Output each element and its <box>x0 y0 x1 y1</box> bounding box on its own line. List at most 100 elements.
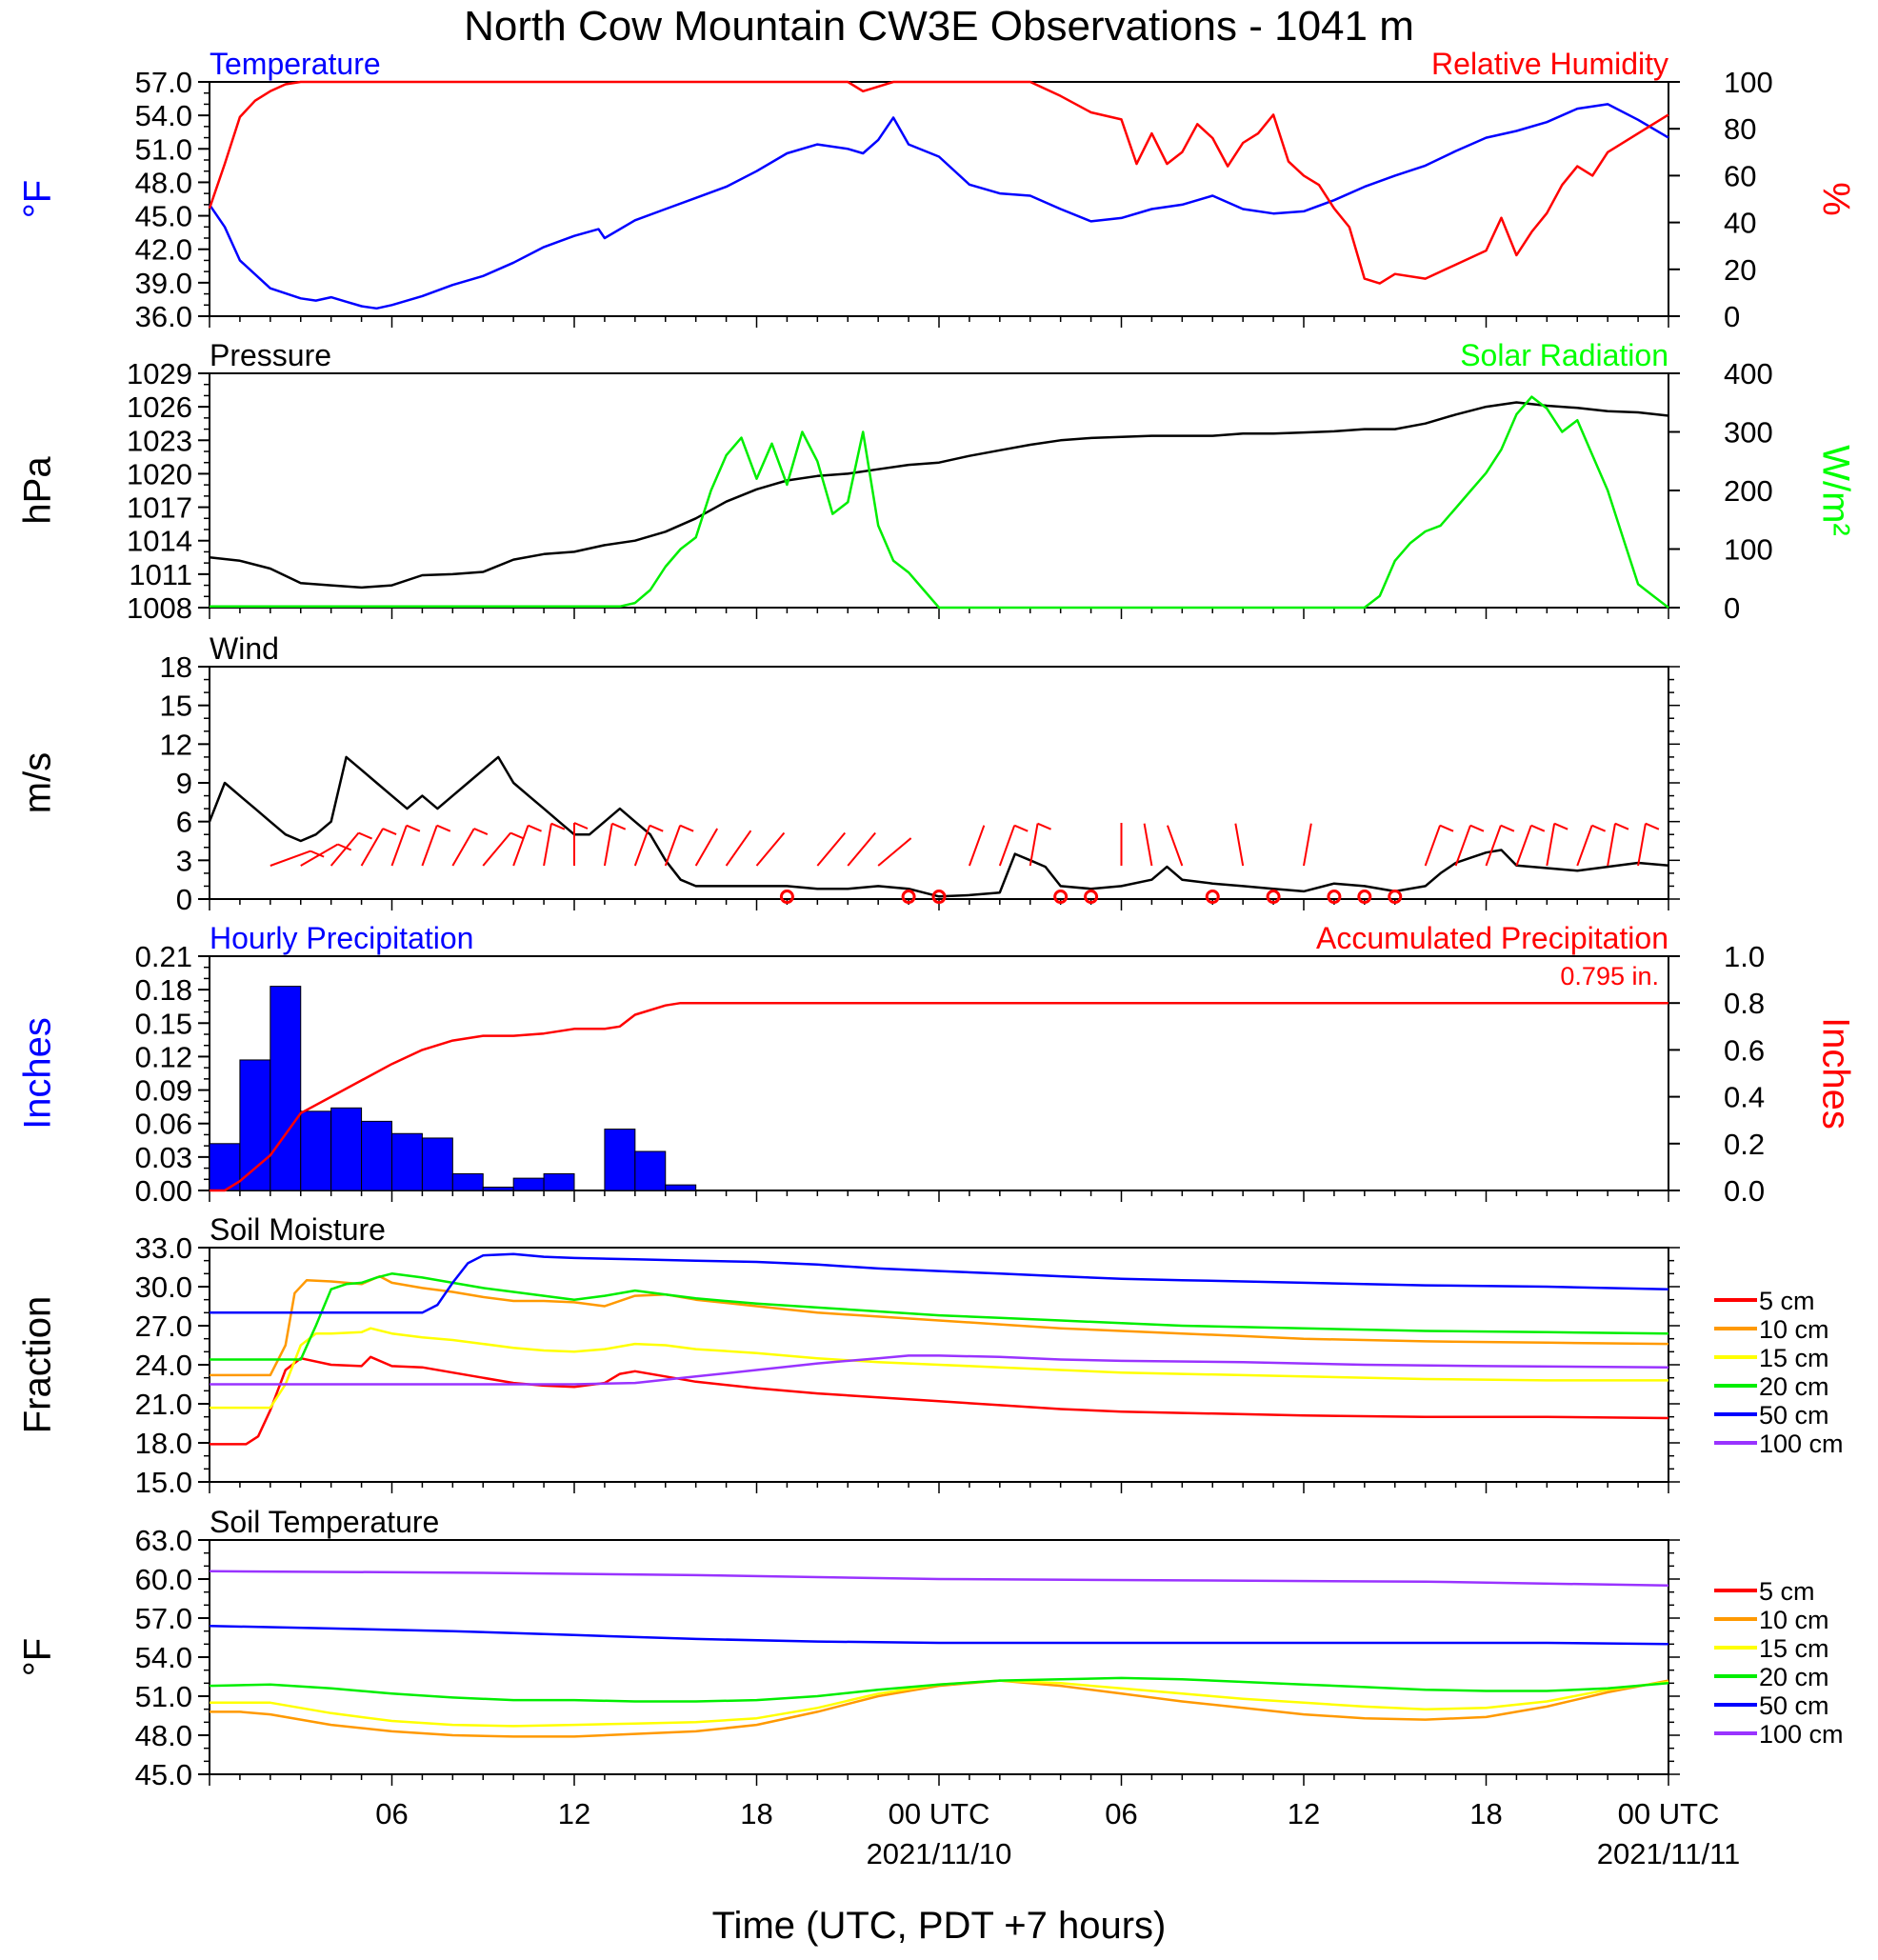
y-tick-label-left: 12 <box>160 728 192 761</box>
y-tick-label-left: 1020 <box>127 457 192 490</box>
x-tick-label: 06 <box>1105 1797 1137 1830</box>
panel-title-left: Hourly Precipitation <box>210 921 473 955</box>
precip-total-label: 0.795 in. <box>1560 962 1659 990</box>
y-tick-label-left: 51.0 <box>135 132 192 166</box>
x-tick-label: 00 UTC <box>1618 1797 1720 1830</box>
series-line-10-cm <box>210 1274 1669 1377</box>
y-tick-label-left: 0.21 <box>135 940 192 973</box>
calm-wind-marker <box>1266 890 1281 905</box>
y-tick-label-left: 1008 <box>127 591 192 625</box>
y-tick-label-left: 45.0 <box>135 1758 192 1791</box>
series-line-100-cm <box>209 1570 1669 1588</box>
calm-wind-marker <box>1205 890 1220 905</box>
wind-barb-flag <box>436 824 451 832</box>
y-axis-label-left: hPa <box>17 456 59 525</box>
y-tick-label-left: 39.0 <box>135 267 192 300</box>
wind-barb-flag <box>1469 824 1485 832</box>
calm-wind-marker <box>1084 890 1099 905</box>
wind-barb-shaft <box>1546 823 1556 867</box>
wind-barb-flag <box>337 843 352 851</box>
wind-barb-flag <box>358 831 372 840</box>
panel-soil_moisture: 15.0 18.0 21.0 24.0 27.0 30.0 33.0 Soil Moistur… <box>17 1212 1844 1499</box>
y-tick-label-left: 1017 <box>127 491 192 525</box>
y-tick-label-right: 0 <box>1724 591 1740 625</box>
series-line-50-cm <box>210 1252 1669 1314</box>
wind-barb-shaft <box>451 828 475 867</box>
series-line-5-cm <box>210 1355 1669 1446</box>
y-tick-label-right: 20 <box>1724 253 1756 287</box>
y-axis-label-right: W/m² <box>1814 445 1856 536</box>
wind-barb-flag <box>406 824 421 832</box>
wind-barb-flag <box>382 828 397 835</box>
legend-label: 20 cm <box>1759 1372 1829 1401</box>
y-tick-label-right: 0.0 <box>1724 1174 1765 1208</box>
wind-barb-shaft <box>1424 825 1441 867</box>
x-tick-label: 00 UTC <box>889 1797 990 1830</box>
wind-barb-shaft <box>998 825 1016 867</box>
y-axis-label-left: °F <box>17 180 59 218</box>
wind-barb-shaft <box>633 825 651 867</box>
precip-bar <box>421 1137 453 1191</box>
precip-bar <box>451 1172 484 1191</box>
wind-barb-shaft <box>1029 823 1039 867</box>
y-tick-label-left: 3 <box>176 844 192 877</box>
wind-barb-shaft <box>968 825 986 867</box>
panel-title-left: Soil Temperature <box>210 1505 439 1539</box>
panel-title-left: Temperature <box>210 47 381 81</box>
panel-title-left: Wind <box>210 631 279 666</box>
y-tick-label-right: 40 <box>1724 207 1756 240</box>
y-tick-label-left: 54.0 <box>135 1641 192 1674</box>
chart-title: North Cow Mountain CW3E Observations - 1… <box>464 3 1414 50</box>
wind-barb-shaft <box>390 825 408 867</box>
wind-barb-shaft <box>421 825 438 867</box>
panels-group: 36.039.042.045.048.051.054.057.002040608… <box>17 47 1857 1870</box>
wind-barb-flag <box>611 822 627 830</box>
wind-barb-flag <box>1439 824 1454 832</box>
plot-frame <box>209 1539 1669 1775</box>
y-tick-label-left: 18.0 <box>135 1427 192 1460</box>
y-tick-label-left: 33.0 <box>135 1231 192 1265</box>
wind-barb-shaft <box>603 823 613 867</box>
y-tick-label-left: 36.0 <box>135 300 192 333</box>
y-tick-label-left: 51.0 <box>135 1680 192 1713</box>
wind-barb-shaft <box>816 831 847 867</box>
wind-barb-shaft <box>1485 825 1502 867</box>
y-tick-label-right: 100 <box>1724 533 1773 567</box>
y-tick-label-left: 1026 <box>127 390 192 424</box>
precip-bar <box>543 1172 575 1191</box>
wind-barb-shaft <box>1234 823 1245 867</box>
y-tick-label-left: 9 <box>176 767 192 800</box>
wind-barb-flag <box>1614 822 1629 830</box>
precip-bar <box>482 1186 514 1191</box>
y-tick-label-right: 0.6 <box>1724 1033 1765 1067</box>
wind-barb-shaft <box>1515 825 1532 867</box>
legend-label: 10 cm <box>1759 1315 1829 1344</box>
wind-barb-flag <box>509 831 525 840</box>
precip-bar <box>300 1110 332 1191</box>
legend-label: 5 cm <box>1759 1577 1815 1606</box>
y-tick-label-right: 0.4 <box>1724 1081 1765 1114</box>
y-tick-label-left: 0.18 <box>135 973 192 1007</box>
y-tick-label-right: 100 <box>1724 66 1773 99</box>
legend-label: 20 cm <box>1759 1663 1829 1691</box>
legend-label: 50 cm <box>1759 1691 1829 1720</box>
y-tick-label-left: 48.0 <box>135 166 192 199</box>
wind-barb-flag <box>1645 822 1660 830</box>
wind-barb-flag <box>528 824 542 832</box>
legend-label: 5 cm <box>1759 1287 1815 1315</box>
wind-barb-shaft <box>1167 825 1184 867</box>
wind-barb-shaft <box>270 850 311 867</box>
calm-wind-marker <box>931 890 947 905</box>
y-tick-label-left: 42.0 <box>135 233 192 267</box>
y-tick-label-left: 15.0 <box>135 1466 192 1499</box>
calm-wind-marker <box>1327 890 1342 905</box>
series-line-100-cm <box>210 1354 1669 1386</box>
panel-title-right: Relative Humidity <box>1431 47 1668 81</box>
wind-barb-flag <box>679 824 694 832</box>
wind-barb-flag <box>1530 824 1546 832</box>
series-line-solar-radiation <box>210 395 1669 610</box>
y-tick-label-right: 400 <box>1724 357 1773 390</box>
series-line-10-cm <box>210 1679 1669 1738</box>
